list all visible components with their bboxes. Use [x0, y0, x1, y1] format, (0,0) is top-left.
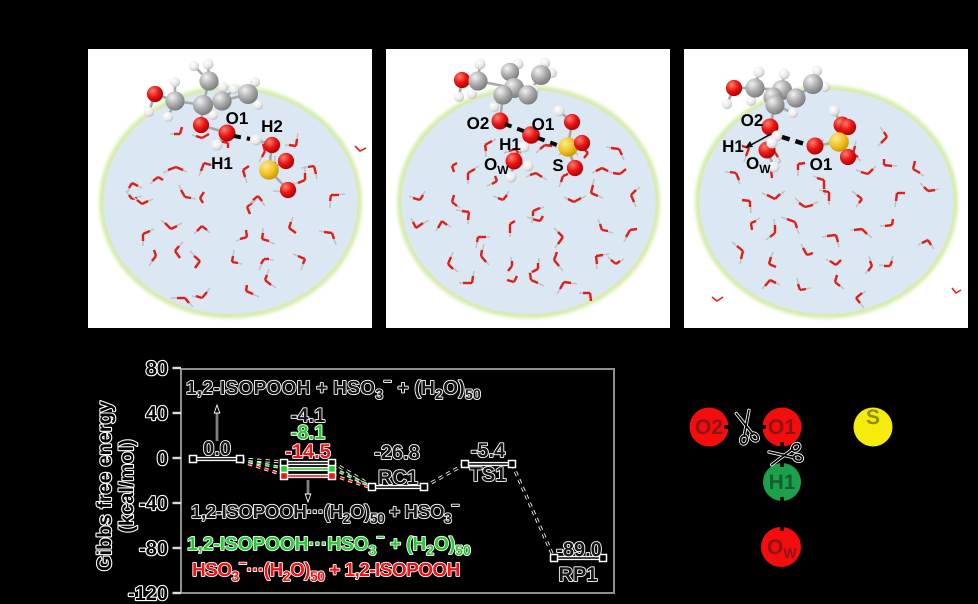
svg-text:-14.5: -14.5 [285, 441, 331, 463]
svg-text:-89.0: -89.0 [556, 539, 602, 561]
svg-text:-26.8: -26.8 [374, 442, 420, 464]
svg-text:H1: H1 [722, 137, 744, 156]
svg-text:TS1: TS1 [470, 464, 507, 486]
svg-text:H1: H1 [769, 471, 796, 494]
svg-text:O1: O1 [810, 155, 833, 174]
svg-text:-40: -40 [139, 493, 168, 515]
svg-text:1,2-ISOPOOH···HSO3​−​ + (H2​O): 1,2-ISOPOOH···HSO3​−​ + (H2​O)50​ [187, 529, 471, 558]
svg-text:O1: O1 [768, 416, 796, 439]
svg-text:H1: H1 [211, 154, 233, 173]
svg-text:-80: -80 [139, 538, 168, 560]
svg-text:-8.1: -8.1 [291, 422, 325, 444]
svg-text:RP1: RP1 [559, 564, 598, 586]
svg-text:O2: O2 [467, 114, 490, 133]
svg-text:-5.4: -5.4 [471, 440, 506, 462]
svg-text:0: 0 [157, 448, 168, 470]
svg-text:S: S [866, 406, 880, 429]
svg-text:O2: O2 [695, 416, 723, 439]
svg-text:RC1: RC1 [378, 467, 418, 489]
svg-text:H1: H1 [499, 135, 521, 154]
svg-text:(kcal/mol): (kcal/mol) [116, 439, 138, 532]
svg-text:-4.1: -4.1 [291, 405, 325, 427]
svg-text:40: 40 [146, 403, 168, 425]
svg-text:O1: O1 [532, 115, 555, 134]
svg-text:Gibbs free energy: Gibbs free energy [94, 400, 116, 571]
svg-text:0.0: 0.0 [203, 438, 231, 460]
svg-text:H2: H2 [261, 117, 283, 136]
svg-text:1,2-ISOPOOH···(H2​O)50​ + HSO3: 1,2-ISOPOOH···(H2​O)50​ + HSO3​−​ [191, 497, 459, 526]
svg-text:O2: O2 [741, 111, 764, 130]
svg-text:80: 80 [146, 358, 168, 380]
svg-text:HSO3​−​···(H2​O)50​ + 1,2-ISOP: HSO3​−​···(H2​O)50​ + 1,2-ISOPOOH [192, 555, 460, 584]
svg-text:-120: -120 [128, 583, 168, 604]
svg-text:O1: O1 [226, 109, 249, 128]
svg-text:S: S [552, 156, 563, 175]
svg-text:1,2-ISOPOOH + HSO3​−​ + (H2​O): 1,2-ISOPOOH + HSO3​−​ + (H2​O)50​ [186, 373, 481, 402]
